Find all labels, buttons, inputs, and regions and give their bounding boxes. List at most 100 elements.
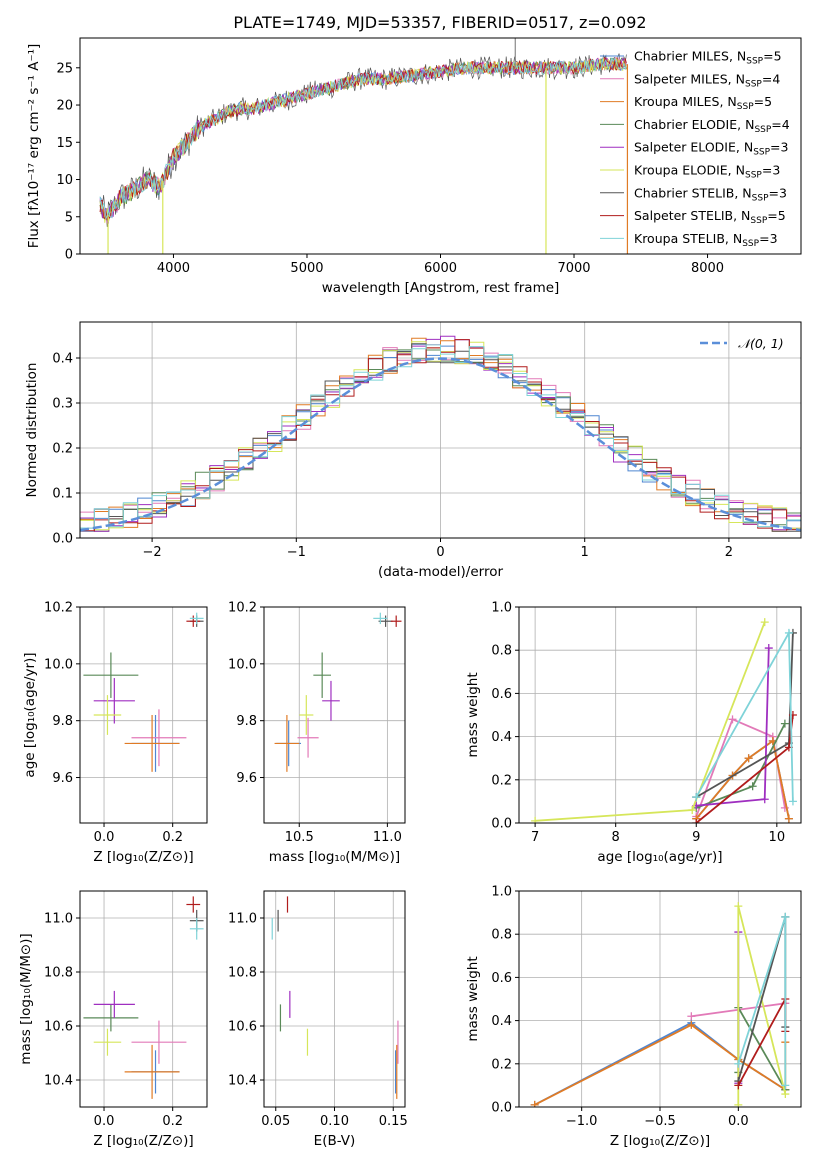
y-tick-label: 0.0	[491, 817, 512, 832]
x-tick-label: 7000	[557, 261, 590, 276]
legend-label: Chabrier ELODIE, NSSP=4	[634, 117, 790, 135]
axes-frame	[263, 606, 406, 824]
errorbar-point	[124, 715, 180, 772]
spectrum-line-kroupa-miles	[99, 57, 627, 224]
normal-curve	[80, 357, 801, 532]
weight_vs_Z-chart: −1.0 −0.5 0.0 0.0 0.2 0.4 0.6 0.8 1.0 Z [log₁₀(Z/…	[465, 885, 802, 1149]
weight-marker	[734, 1081, 743, 1090]
y-tick-label: 9.8	[236, 714, 257, 729]
weight-marker	[531, 816, 540, 823]
weight-marker	[734, 1059, 743, 1068]
errorbar-point	[186, 615, 201, 627]
x-tick-label: −1	[287, 545, 306, 560]
weight-marker	[734, 902, 743, 911]
x-tick-label: 9	[692, 830, 700, 845]
y-axis-label: age [log₁₀(age/yr)]	[22, 652, 38, 777]
y-tick-label: 9.6	[236, 771, 257, 786]
y-tick-label: 11.0	[44, 912, 73, 927]
weight-marker	[784, 814, 793, 823]
errorbar-point	[297, 717, 319, 758]
axes-frame	[79, 606, 208, 824]
y-tick-label: 9.8	[52, 714, 73, 729]
weight-marker	[788, 797, 797, 806]
weight-marker	[688, 806, 697, 815]
x-tick-label: 0.10	[320, 1114, 349, 1129]
y-axis-label: mass [log₁₀(M/M⊙)]	[18, 933, 34, 1064]
weight-marker	[764, 644, 773, 653]
y-tick-label: 0.1	[52, 487, 73, 502]
spectrum-chart: 4000 5000 6000 7000 8000 0 5 10 15 20 25 wavelength…	[26, 13, 802, 296]
y-tick-label: 10.2	[228, 601, 257, 616]
y-tick-label: 10.6	[44, 1020, 73, 1035]
mass_vs_ebv-plot-area	[271, 896, 399, 1099]
legend-label: 𝒩(0, 1)	[738, 336, 784, 351]
weight-marker	[687, 1012, 696, 1021]
y-tick-label: 10.0	[228, 657, 257, 672]
errorbar-point	[189, 612, 204, 625]
errorbar-point	[124, 1044, 180, 1099]
axes-frame	[79, 890, 208, 1108]
legend-label: Kroupa STELIB, NSSP=3	[634, 231, 778, 249]
errorbar-point	[93, 695, 122, 735]
x-axis-label: (data-model)/error	[378, 564, 504, 580]
x-tick-label: 10.5	[285, 830, 314, 845]
x-tick-label: 11.0	[373, 830, 402, 845]
y-tick-label: 1.0	[491, 885, 512, 900]
age_vs_Z-chart: 0.0 0.2 9.6 9.8 10.0 10.2 Z [log₁₀(Z/Z⊙)] age […	[22, 601, 208, 865]
x-tick-label: 7	[531, 830, 539, 845]
y-tick-label: 0.4	[52, 352, 73, 367]
x-tick-label: −2	[143, 545, 162, 560]
y-tick-label: 15	[56, 136, 73, 151]
spectrum-line-kroupa-stelib	[99, 57, 627, 219]
errorbar-point	[131, 1020, 187, 1064]
x-tick-label: 0.2	[162, 830, 183, 845]
x-tick-label: 8	[612, 830, 620, 845]
residuals-chart: −2 −1 0 1 2 0.0 0.1 0.2 0.3 0.4 (data-model)/error…	[24, 321, 802, 580]
weight-line-kroupa-elodie	[535, 621, 766, 822]
weight-marker	[687, 1020, 696, 1029]
y-tick-label: 0.8	[491, 644, 512, 659]
y-tick-label: 10.0	[44, 657, 73, 672]
errorbar-point	[274, 715, 300, 772]
x-tick-label: −0.5	[644, 1114, 676, 1129]
residuals-plot-area	[80, 335, 801, 532]
errorbar-point	[83, 1004, 139, 1032]
y-tick-label: 0	[65, 248, 73, 263]
mass_vs_ebv-chart: 0.05 0.10 0.15 10.4 10.6 10.8 11.0 E(B-V)	[228, 890, 408, 1149]
errorbar-point	[189, 918, 204, 940]
x-tick-label: 0.0	[728, 1114, 749, 1129]
spectrum-plot-area	[99, 38, 629, 254]
y-tick-label: 10.4	[44, 1074, 73, 1089]
y-tick-label: 5	[65, 210, 73, 225]
age_vs_Z-plot-area	[83, 612, 204, 772]
weight-marker	[744, 754, 753, 763]
y-tick-label: 0.6	[491, 687, 512, 702]
y-tick-label: 25	[56, 61, 73, 76]
y-tick-label: 0.4	[491, 1014, 512, 1029]
y-tick-label: 11.0	[228, 912, 257, 927]
y-tick-label: 0.0	[52, 532, 73, 547]
age_vs_mass-plot-area	[274, 612, 402, 772]
weight-marker	[748, 782, 757, 791]
y-tick-label: 0.3	[52, 397, 73, 412]
weight_vs_age-plot-area	[531, 618, 797, 823]
errorbar-point	[93, 678, 135, 724]
x-axis-label: Z [log₁₀(Z/Z⊙)]	[93, 849, 193, 865]
weight-marker	[781, 1081, 790, 1090]
weight-marker	[781, 1090, 790, 1099]
x-tick-label: 4000	[157, 261, 190, 276]
x-tick-label: 5000	[290, 261, 323, 276]
axes-frame	[79, 321, 802, 539]
legend: 𝒩(0, 1)	[700, 336, 784, 351]
y-tick-label: 10.8	[228, 966, 257, 981]
x-tick-label: 6000	[424, 261, 457, 276]
errorbar-point	[131, 709, 187, 767]
x-axis-label: age [log₁₀(age/yr)]	[597, 849, 722, 865]
x-axis-label: Z [log₁₀(Z/Z⊙)]	[610, 1133, 710, 1149]
weight-marker	[784, 628, 793, 637]
y-tick-label: 10.8	[44, 966, 73, 981]
x-tick-label: 0.0	[94, 1114, 115, 1129]
histogram-salpeter-elodie	[80, 335, 801, 532]
y-tick-label: 9.6	[52, 771, 73, 786]
weight-marker	[780, 719, 789, 728]
